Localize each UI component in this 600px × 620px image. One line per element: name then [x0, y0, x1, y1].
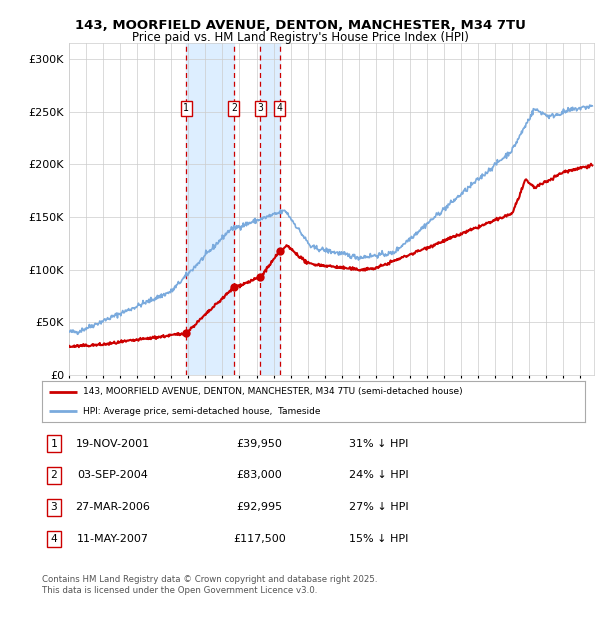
Text: £39,950: £39,950 [236, 439, 282, 449]
Text: 27-MAR-2006: 27-MAR-2006 [75, 502, 150, 512]
Text: 11-MAY-2007: 11-MAY-2007 [77, 534, 149, 544]
Text: 27% ↓ HPI: 27% ↓ HPI [349, 502, 409, 512]
Bar [186, 43, 234, 375]
Text: Contains HM Land Registry data © Crown copyright and database right 2025.: Contains HM Land Registry data © Crown c… [42, 575, 377, 584]
Text: £83,000: £83,000 [236, 471, 282, 480]
Text: 03-SEP-2004: 03-SEP-2004 [77, 471, 148, 480]
Text: HPI: Average price, semi-detached house,  Tameside: HPI: Average price, semi-detached house,… [83, 407, 320, 415]
Text: 1: 1 [50, 439, 58, 449]
Text: 1: 1 [184, 103, 189, 113]
Text: 2: 2 [231, 103, 237, 113]
Bar [260, 43, 280, 375]
Text: 31% ↓ HPI: 31% ↓ HPI [349, 439, 409, 449]
Text: 143, MOORFIELD AVENUE, DENTON, MANCHESTER, M34 7TU: 143, MOORFIELD AVENUE, DENTON, MANCHESTE… [74, 19, 526, 32]
Text: 15% ↓ HPI: 15% ↓ HPI [349, 534, 409, 544]
Text: 2: 2 [50, 471, 58, 480]
Text: 24% ↓ HPI: 24% ↓ HPI [349, 471, 409, 480]
Text: £117,500: £117,500 [233, 534, 286, 544]
Text: 4: 4 [50, 534, 58, 544]
Text: Price paid vs. HM Land Registry's House Price Index (HPI): Price paid vs. HM Land Registry's House … [131, 31, 469, 44]
Text: 3: 3 [257, 103, 263, 113]
Text: 4: 4 [277, 103, 283, 113]
Text: £92,995: £92,995 [236, 502, 282, 512]
Text: 3: 3 [50, 502, 58, 512]
Text: This data is licensed under the Open Government Licence v3.0.: This data is licensed under the Open Gov… [42, 586, 317, 595]
Text: 19-NOV-2001: 19-NOV-2001 [76, 439, 149, 449]
Text: 143, MOORFIELD AVENUE, DENTON, MANCHESTER, M34 7TU (semi-detached house): 143, MOORFIELD AVENUE, DENTON, MANCHESTE… [83, 388, 463, 396]
